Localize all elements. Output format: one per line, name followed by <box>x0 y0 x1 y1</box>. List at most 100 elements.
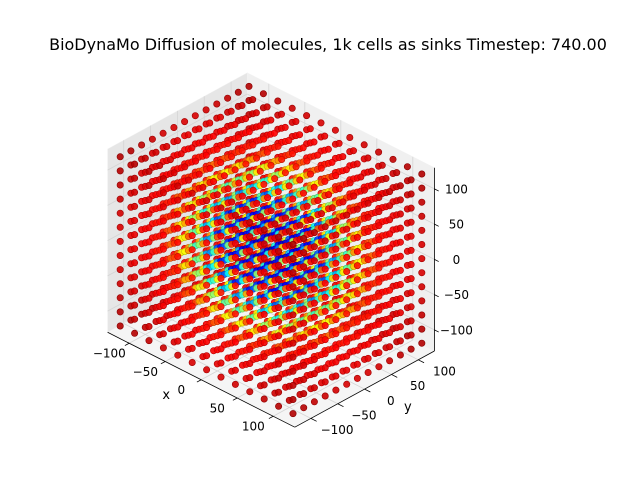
scatter-point <box>188 189 196 197</box>
scatter-point <box>418 198 426 206</box>
scatter-point <box>386 357 394 365</box>
scatter-point <box>289 381 297 389</box>
scatter-point <box>353 248 361 256</box>
scatter-point <box>242 205 250 213</box>
scatter-point <box>127 147 135 155</box>
scatter-point <box>360 141 368 149</box>
scatter-point <box>138 141 146 149</box>
scatter-point <box>275 388 283 396</box>
scatter-point <box>116 322 124 330</box>
scatter-point <box>407 275 415 283</box>
scatter-point <box>289 283 297 291</box>
scatter-point <box>386 272 394 280</box>
scatter-point <box>353 262 361 270</box>
scatter-point <box>209 132 217 140</box>
scatter-point <box>303 112 311 120</box>
scatter-point <box>282 214 290 222</box>
scatter-point <box>289 339 297 347</box>
scatter-point <box>159 189 167 197</box>
scatter-point <box>299 144 307 152</box>
x-tick <box>124 342 130 346</box>
scatter-point <box>203 352 211 360</box>
scatter-point <box>350 192 358 200</box>
scatter-point <box>339 153 347 161</box>
y-tick-label: 0 <box>387 394 395 408</box>
scatter-point <box>396 182 404 190</box>
scatter-point <box>321 279 329 287</box>
scatter-point <box>220 172 228 180</box>
scatter-point <box>275 289 283 297</box>
scatter-point <box>260 180 268 188</box>
scatter-point <box>332 245 340 253</box>
scatter-point <box>256 122 264 130</box>
scatter-point <box>231 254 239 262</box>
scatter-point <box>343 366 351 374</box>
scatter-point <box>238 147 246 155</box>
scatter-point <box>343 253 351 261</box>
scatter-point <box>386 188 394 196</box>
scatter-point <box>188 288 196 296</box>
scatter-point <box>332 172 340 180</box>
scatter-point <box>285 227 293 235</box>
scatter-point <box>375 194 383 202</box>
scatter-point <box>314 197 322 205</box>
scatter-point <box>321 321 329 329</box>
scatter-point <box>321 177 329 185</box>
x-tick <box>232 397 238 401</box>
scatter-point <box>343 267 351 275</box>
scatter-point <box>375 349 383 357</box>
scatter-point <box>275 402 283 410</box>
scatter-point <box>321 293 329 301</box>
scatter-point <box>116 167 124 175</box>
scatter-point <box>184 131 192 139</box>
scatter-point <box>271 220 279 228</box>
z-tick <box>434 188 439 192</box>
scatter-point <box>396 238 404 246</box>
scatter-point <box>267 161 275 169</box>
scatter-point <box>159 203 167 211</box>
scatter-point <box>156 162 164 170</box>
scatter-point <box>131 259 139 267</box>
scatter-point <box>325 191 333 199</box>
scatter-point <box>364 154 372 162</box>
scatter-point <box>300 333 308 341</box>
y-tick-label: 100 <box>433 365 456 379</box>
scatter-points <box>116 82 426 418</box>
scatter-point <box>145 322 153 330</box>
scatter-point <box>246 219 254 227</box>
scatter-point <box>224 185 232 193</box>
scatter-point <box>228 153 236 161</box>
scatter-point <box>259 90 267 98</box>
scatter-point <box>342 166 350 174</box>
scatter-point <box>231 239 239 247</box>
scatter-point <box>275 275 283 283</box>
scatter-point <box>386 286 394 294</box>
scatter-point <box>321 350 329 358</box>
scatter-point <box>396 266 404 274</box>
scatter-point <box>131 315 139 323</box>
scatter-point <box>396 323 404 331</box>
scatter-point <box>206 119 214 127</box>
scatter-point <box>300 319 308 327</box>
scatter-point <box>152 148 160 156</box>
scatter-point <box>346 179 354 187</box>
scatter-point <box>170 124 178 132</box>
scatter-point <box>310 384 318 392</box>
scatter-point <box>332 287 340 295</box>
scatter-point <box>159 287 167 295</box>
scatter-point <box>238 192 246 200</box>
scatter-point <box>310 299 318 307</box>
scatter-point <box>260 324 268 332</box>
scatter-point <box>332 316 340 324</box>
scatter-point <box>188 358 196 366</box>
scatter-point <box>310 285 318 293</box>
y-tick <box>391 374 398 378</box>
scatter-point <box>203 338 211 346</box>
scatter-point <box>203 323 211 331</box>
scatter-point <box>217 303 225 311</box>
scatter-point <box>246 247 254 255</box>
scatter-point <box>246 303 254 311</box>
scatter-point <box>116 195 124 203</box>
scatter-point <box>267 207 275 215</box>
scatter-point <box>224 94 232 102</box>
